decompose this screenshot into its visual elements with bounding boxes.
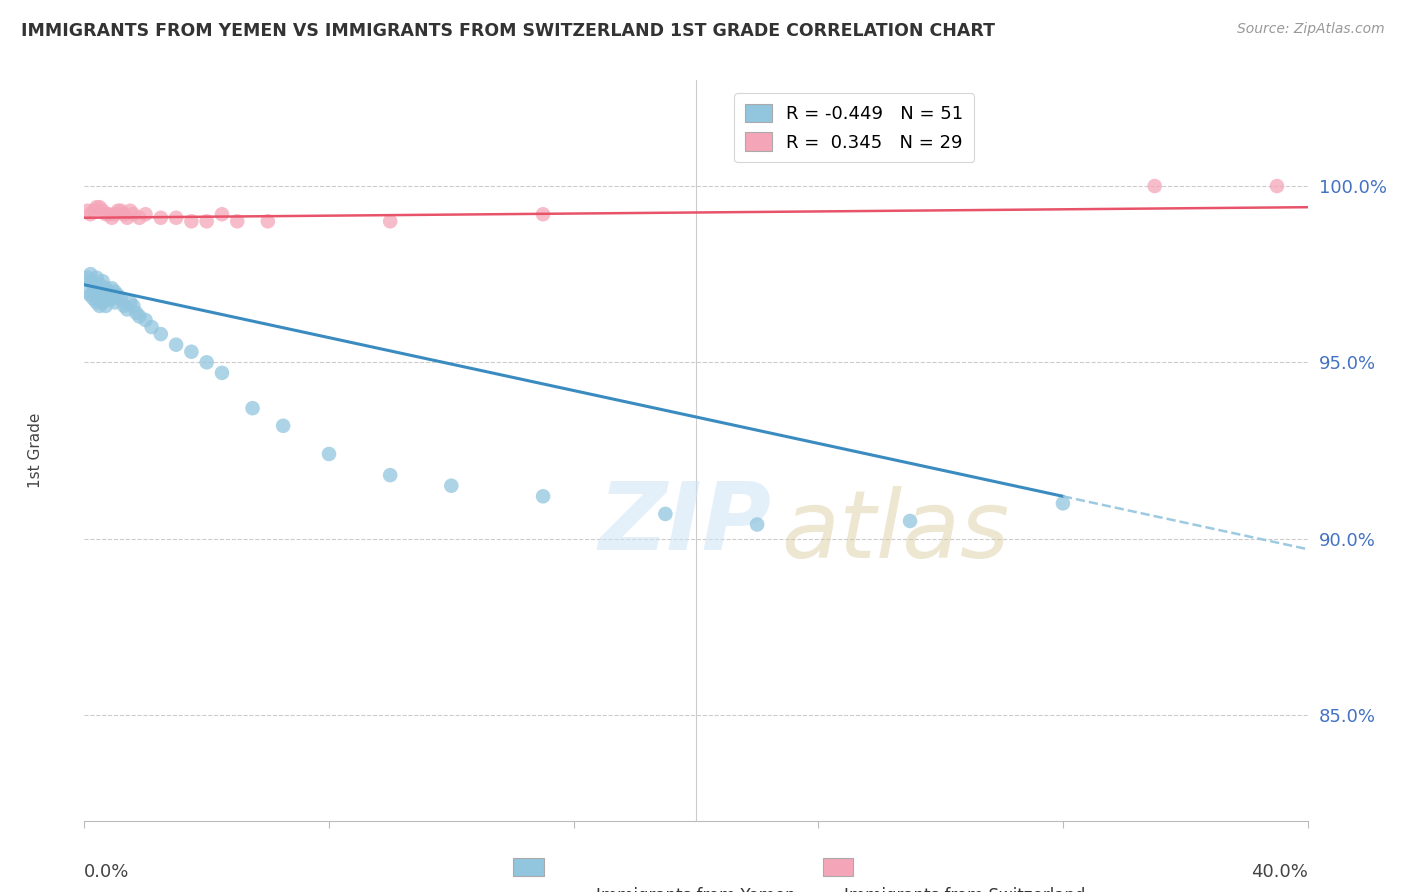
Point — [91, 203, 114, 218]
Point — [898, 514, 921, 528]
Point — [380, 468, 402, 483]
Point — [110, 292, 132, 306]
Point — [1052, 496, 1074, 510]
Point — [86, 200, 108, 214]
Point — [94, 281, 117, 295]
Point — [115, 211, 138, 225]
Point — [79, 274, 101, 288]
Point — [1143, 179, 1166, 194]
Point — [76, 270, 98, 285]
Point — [83, 292, 105, 306]
Point — [115, 302, 138, 317]
Point — [149, 327, 172, 342]
Point — [107, 203, 129, 218]
Point — [91, 274, 114, 288]
Point — [128, 211, 150, 225]
Point — [89, 299, 111, 313]
Point — [89, 277, 111, 292]
Point — [104, 207, 127, 221]
Point — [122, 207, 145, 221]
Text: Immigrants from Switzerland: Immigrants from Switzerland — [845, 888, 1085, 892]
Point — [83, 285, 105, 299]
Point — [180, 214, 202, 228]
Point — [97, 285, 120, 299]
Point — [318, 447, 340, 461]
Point — [654, 507, 676, 521]
Text: 1st Grade: 1st Grade — [28, 413, 44, 488]
Text: 0.0%: 0.0% — [84, 863, 129, 881]
Point — [89, 200, 111, 214]
Point — [112, 207, 135, 221]
Point — [380, 214, 402, 228]
Point — [141, 320, 163, 334]
Point — [83, 277, 105, 292]
Point — [242, 401, 264, 416]
Point — [104, 285, 127, 299]
Point — [91, 295, 114, 310]
Point — [91, 285, 114, 299]
Point — [97, 292, 120, 306]
Point — [83, 203, 105, 218]
Text: Immigrants from Yemen: Immigrants from Yemen — [596, 888, 796, 892]
Point — [257, 214, 280, 228]
Point — [86, 270, 108, 285]
Point — [120, 295, 142, 310]
Point — [149, 211, 172, 225]
Text: Source: ZipAtlas.com: Source: ZipAtlas.com — [1237, 22, 1385, 37]
Point — [76, 285, 98, 299]
Point — [125, 306, 148, 320]
Point — [120, 203, 142, 218]
Point — [94, 299, 117, 313]
Point — [97, 207, 120, 221]
Point — [107, 288, 129, 302]
Text: 40.0%: 40.0% — [1251, 863, 1308, 881]
Point — [94, 288, 117, 302]
Point — [271, 418, 294, 433]
Point — [86, 285, 108, 299]
Point — [112, 299, 135, 313]
Point — [104, 295, 127, 310]
Point — [101, 211, 124, 225]
Legend: R = -0.449   N = 51, R =  0.345   N = 29: R = -0.449 N = 51, R = 0.345 N = 29 — [734, 93, 974, 162]
Point — [180, 344, 202, 359]
Point — [101, 292, 124, 306]
Point — [531, 489, 554, 503]
Point — [89, 288, 111, 302]
Point — [211, 207, 233, 221]
Point — [94, 207, 117, 221]
Point — [135, 207, 157, 221]
Point — [101, 281, 124, 295]
Point — [165, 211, 187, 225]
Point — [79, 288, 101, 302]
Point — [135, 313, 157, 327]
Point — [165, 337, 187, 351]
Text: IMMIGRANTS FROM YEMEN VS IMMIGRANTS FROM SWITZERLAND 1ST GRADE CORRELATION CHART: IMMIGRANTS FROM YEMEN VS IMMIGRANTS FROM… — [21, 22, 995, 40]
Point — [128, 310, 150, 324]
Point — [79, 267, 101, 281]
Point — [110, 203, 132, 218]
Point — [226, 214, 249, 228]
Text: ZIP: ZIP — [598, 478, 770, 571]
Point — [531, 207, 554, 221]
Text: atlas: atlas — [782, 486, 1010, 577]
Point — [1265, 179, 1288, 194]
Point — [86, 295, 108, 310]
Point — [195, 355, 218, 369]
Point — [195, 214, 218, 228]
Point — [211, 366, 233, 380]
Point — [122, 299, 145, 313]
Point — [79, 207, 101, 221]
Point — [440, 479, 463, 493]
Point — [76, 203, 98, 218]
Point — [747, 517, 769, 532]
